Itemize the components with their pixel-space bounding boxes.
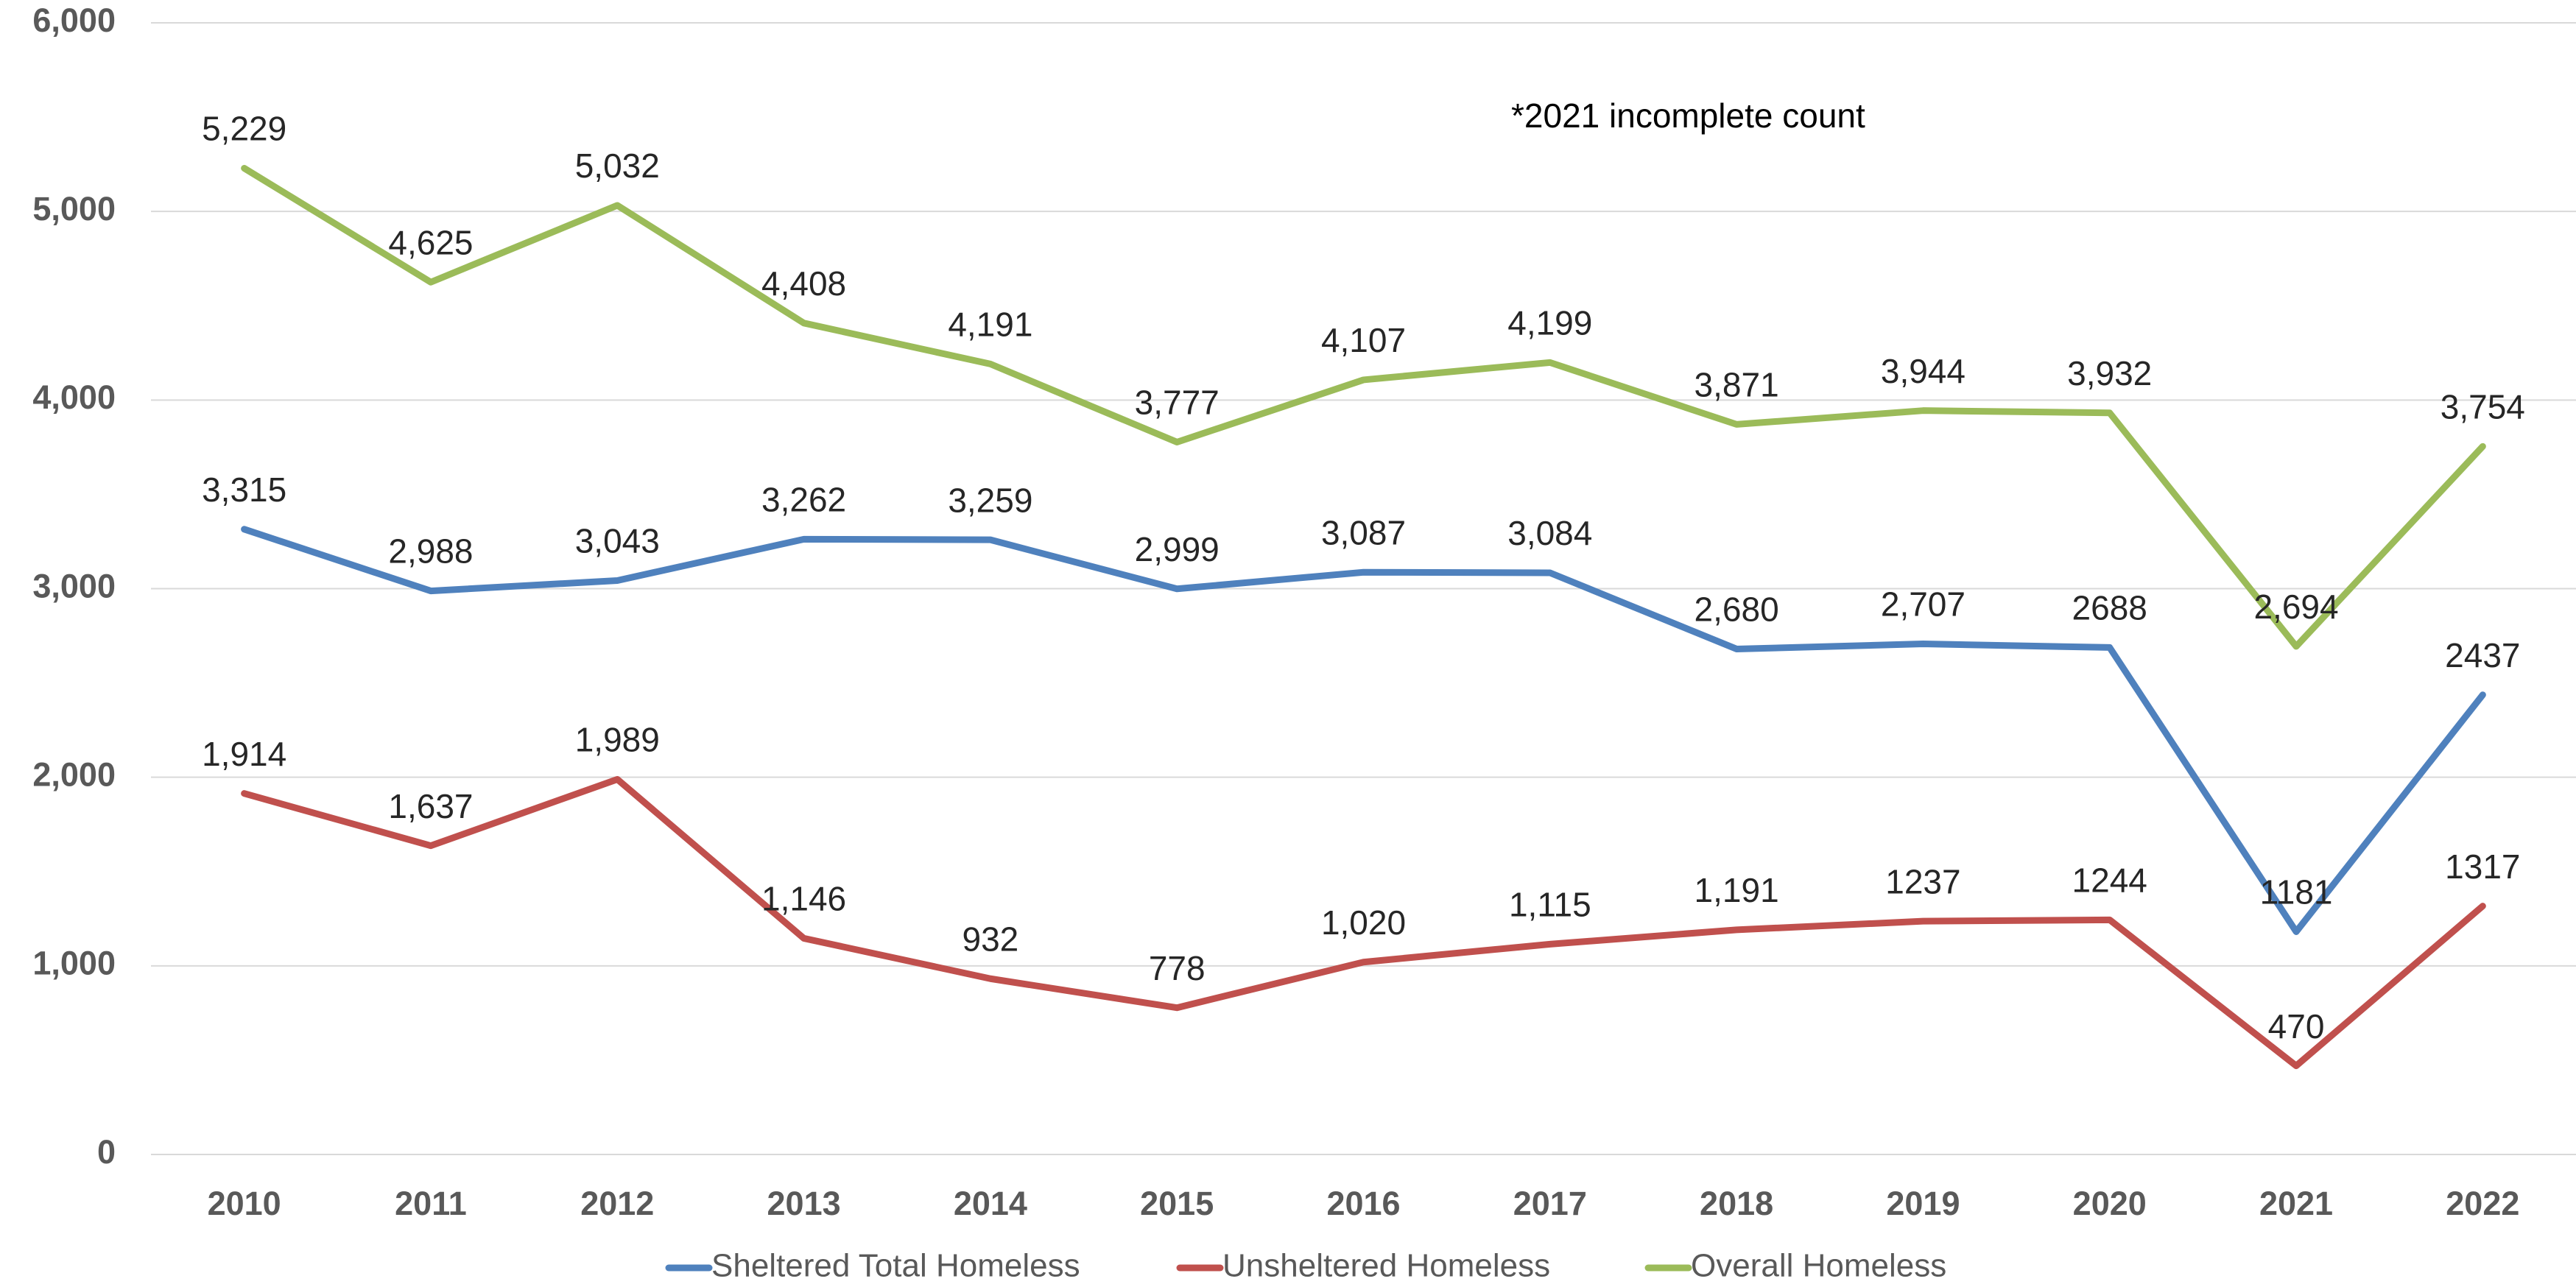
x-tick-label: 2015 — [1140, 1185, 1214, 1222]
x-tick-label: 2019 — [1886, 1185, 1960, 1222]
data-label: 1237 — [1885, 862, 1960, 900]
data-label: 3,087 — [1321, 513, 1406, 551]
data-label: 1181 — [2260, 873, 2333, 912]
data-label: 1,637 — [388, 787, 473, 825]
legend-label: Overall Homeless — [1691, 1248, 1946, 1284]
data-label: 1317 — [2445, 847, 2520, 886]
data-label: 932 — [963, 920, 1019, 958]
y-tick-label: 3,000 — [32, 567, 116, 604]
legend-label: Sheltered Total Homeless — [711, 1248, 1080, 1284]
data-label: 2,680 — [1695, 590, 1779, 629]
series-line — [241, 775, 2486, 1070]
data-label: 3,944 — [1881, 352, 1966, 390]
x-tick-label: 2012 — [580, 1185, 654, 1222]
data-label: 2,988 — [388, 532, 473, 571]
data-label: 2688 — [2072, 589, 2147, 627]
data-label: 2,694 — [2253, 588, 2338, 626]
data-label: 4,199 — [1507, 304, 1592, 342]
x-tick-label: 2022 — [2446, 1185, 2519, 1222]
x-tick-label: 2018 — [1700, 1185, 1773, 1222]
data-label: 3,871 — [1695, 366, 1779, 404]
x-tick-label: 2013 — [767, 1185, 841, 1222]
y-tick-label: 4,000 — [32, 378, 116, 416]
data-label: 1,914 — [202, 735, 286, 773]
x-tick-label: 2011 — [395, 1185, 467, 1222]
data-label: 1,191 — [1695, 871, 1779, 909]
data-label: 3,932 — [2067, 354, 2152, 392]
x-tick-label: 2016 — [1326, 1185, 1400, 1222]
x-tick-label: 2021 — [2259, 1185, 2333, 1222]
data-label: 4,107 — [1321, 321, 1406, 359]
data-label: 3,315 — [202, 470, 286, 509]
data-label: 778 — [1149, 949, 1206, 987]
data-label: 2437 — [2445, 636, 2520, 674]
x-tick-label: 2010 — [208, 1185, 281, 1222]
y-tick-label: 2,000 — [32, 756, 116, 794]
data-label: 4,625 — [388, 223, 473, 261]
y-tick-label: 5,000 — [32, 190, 116, 228]
y-tick-label: 0 — [97, 1133, 116, 1171]
data-label: 470 — [2268, 1007, 2325, 1046]
series-line — [241, 165, 2486, 650]
data-label: 1,115 — [1509, 886, 1591, 924]
y-tick-label: 1,000 — [32, 945, 116, 982]
y-tick-label: 6,000 — [32, 1, 116, 39]
data-label: 4,408 — [761, 264, 846, 303]
data-label: 3,262 — [761, 481, 846, 519]
series-line — [241, 526, 2486, 935]
data-label: 2,999 — [1135, 530, 1220, 568]
legend-label: Unsheltered Homeless — [1222, 1248, 1550, 1284]
data-label: 1,989 — [575, 721, 660, 759]
data-label: 3,777 — [1135, 384, 1220, 422]
data-label: 5,032 — [575, 147, 660, 185]
data-label: 5,229 — [202, 110, 286, 148]
data-label: 3,754 — [2440, 388, 2525, 426]
annotation: *2021 incomplete count — [1511, 96, 1865, 135]
data-label: 2,707 — [1881, 585, 1966, 624]
x-tick-label: 2017 — [1513, 1185, 1587, 1222]
data-label: 3,259 — [948, 481, 1032, 519]
data-label: 1244 — [2072, 861, 2147, 899]
data-label: 3,043 — [575, 522, 660, 560]
data-label: 1,146 — [761, 880, 846, 918]
data-label: 1,020 — [1321, 903, 1406, 942]
data-label: 4,191 — [948, 306, 1032, 344]
x-tick-label: 2020 — [2073, 1185, 2147, 1222]
data-label: 3,084 — [1507, 514, 1592, 552]
x-tick-label: 2014 — [954, 1185, 1027, 1222]
